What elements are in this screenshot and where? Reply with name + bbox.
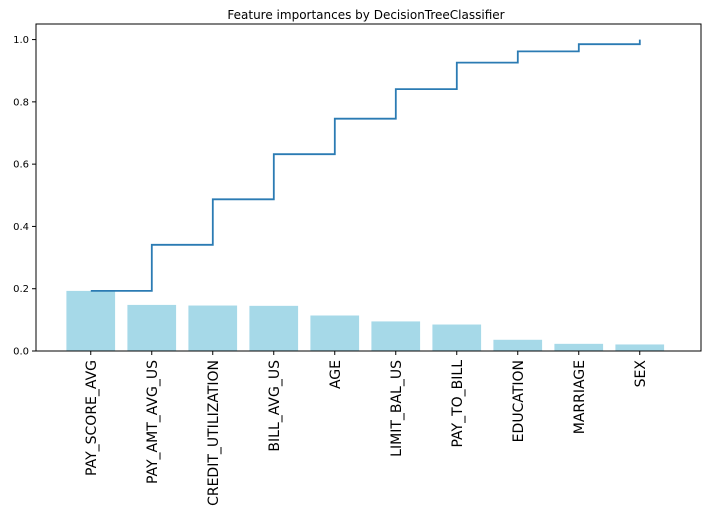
x-tick-label: MARRIAGE [572,360,588,434]
bar-sex [615,344,665,351]
x-tick-label: LIMIT_BAL_US [389,360,405,457]
y-tick-label: 0.8 [13,97,29,108]
bar-marriage [554,343,604,351]
x-tick-label: EDUCATION [511,360,527,442]
bar-pay-amt-avg-us [127,304,177,351]
bar-limit-bal-us [371,321,421,351]
chart-title: Feature importances by DecisionTreeClass… [227,8,504,22]
cumulative-importance-line [90,39,641,292]
bar-education [493,339,543,351]
x-tick-label: AGE [328,360,344,389]
x-tick-label: PAY_AMT_AVG_US [145,360,161,484]
bars-layer [66,290,665,351]
y-axis: 0.0 0.2 0.4 0.6 0.8 1.0 [13,35,36,358]
y-tick-label: 1.0 [13,35,29,46]
y-tick-label: 0.0 [13,347,29,358]
x-tick-label: BILL_AVG_US [267,360,283,452]
x-tick-label: PAY_TO_BILL [450,360,466,448]
y-tick-label: 0.2 [13,284,29,295]
x-axis: PAY_SCORE_AVG PAY_AMT_AVG_US CREDIT_UTILIZ… [84,351,649,506]
y-tick-label: 0.6 [13,160,29,171]
bar-age [310,315,360,351]
y-tick-label: 0.4 [13,222,29,233]
cumulative-step-layer [90,39,641,292]
bar-pay-to-bill [432,324,482,351]
plot-frame [35,23,702,352]
x-tick-label: CREDIT_UTILIZATION [206,360,222,506]
x-tick-label: SEX [633,360,649,388]
x-tick-label: PAY_SCORE_AVG [84,360,100,476]
bar-credit-utilization [188,305,238,351]
bar-bill-avg-us [249,305,299,351]
bar-pay-score-avg [66,290,116,351]
